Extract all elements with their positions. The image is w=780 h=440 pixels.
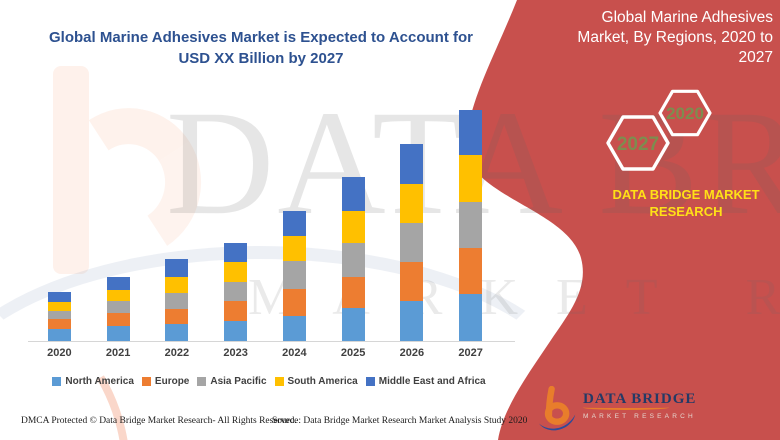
chart-title: Global Marine Adhesives Market is Expect… bbox=[45, 27, 477, 69]
segment-2024-europe bbox=[282, 288, 306, 316]
x-axis-line bbox=[28, 341, 515, 342]
segment-2024-north-america bbox=[282, 316, 306, 341]
right-panel-title: Global Marine Adhesives Market, By Region… bbox=[575, 8, 773, 68]
databridge-logo: DATA BRIDGE MARKET RESEARCH bbox=[538, 386, 696, 432]
bar-2027 bbox=[459, 110, 483, 341]
bar-2023 bbox=[224, 243, 248, 341]
bar-2025 bbox=[341, 177, 365, 341]
segment-2027-north-america bbox=[459, 293, 483, 341]
legend-item-europe: Europe bbox=[141, 376, 190, 387]
legend-swatch-asia-pacific bbox=[197, 377, 207, 386]
legend-item-south-america: South America bbox=[274, 376, 358, 387]
x-tick-2027: 2027 bbox=[458, 347, 483, 359]
bar-2024 bbox=[282, 211, 306, 341]
segment-2026-north-america bbox=[400, 301, 424, 341]
x-axis-labels: 2020 2021 2022 2023 2024 2025 2026 2027 bbox=[30, 347, 500, 359]
segment-2026-asia-pacific bbox=[400, 223, 424, 262]
bar-2026 bbox=[400, 144, 424, 341]
legend-swatch-north-america bbox=[52, 377, 62, 386]
bar-2021 bbox=[106, 276, 130, 341]
segment-2020-europe bbox=[47, 319, 71, 329]
legend-item-north-america: North America bbox=[52, 376, 134, 387]
segment-2025-middle-east-and-africa bbox=[341, 177, 365, 212]
segment-2025-europe bbox=[341, 277, 365, 308]
legend-label-asia-pacific: Asia Pacific bbox=[210, 376, 267, 387]
legend-item-asia-pacific: Asia Pacific bbox=[197, 376, 267, 387]
segment-2024-south-america bbox=[282, 236, 306, 262]
footer-source-text: Source: Data Bridge Market Research Mark… bbox=[272, 416, 528, 426]
segment-2024-middle-east-and-africa bbox=[282, 211, 306, 237]
legend-label-north-america: North America bbox=[65, 376, 134, 387]
legend-label-south-america: South America bbox=[287, 376, 358, 387]
right-panel-title-line: Market, By Regions, 2020 to bbox=[577, 29, 773, 46]
hexagon-2027 bbox=[606, 115, 670, 171]
bar-2020 bbox=[47, 292, 71, 341]
segment-2020-south-america bbox=[47, 302, 71, 311]
segment-2025-asia-pacific bbox=[341, 242, 365, 278]
chart-title-line: Global Marine Adhesives Market is Expect… bbox=[49, 29, 473, 46]
chart-title-line: USD XX Billion by 2027 bbox=[178, 50, 344, 67]
legend-label-europe: Europe bbox=[154, 376, 190, 387]
hexagon-year-badges: 2027 2020 bbox=[606, 89, 712, 171]
segment-2023-north-america bbox=[224, 320, 248, 341]
segment-2023-europe bbox=[224, 300, 248, 321]
hexagon-2027-label: 2027 bbox=[617, 134, 659, 155]
segment-2027-asia-pacific bbox=[459, 202, 483, 248]
x-tick-2020: 2020 bbox=[47, 347, 72, 359]
x-tick-2026: 2026 bbox=[399, 347, 425, 359]
segment-2023-middle-east-and-africa bbox=[224, 243, 248, 263]
segment-2026-middle-east-and-africa bbox=[400, 144, 424, 184]
segment-2023-south-america bbox=[224, 262, 248, 282]
segment-2022-europe bbox=[165, 309, 189, 325]
segment-2020-middle-east-and-africa bbox=[47, 292, 71, 303]
segment-2023-asia-pacific bbox=[224, 281, 248, 301]
legend-swatch-europe bbox=[141, 377, 151, 386]
hexagon-2020-label: 2020 bbox=[666, 104, 704, 123]
segment-2022-asia-pacific bbox=[165, 293, 189, 310]
right-panel-title-line: Global Marine Adhesives bbox=[601, 9, 773, 26]
segment-2021-asia-pacific bbox=[106, 300, 130, 314]
segment-2027-south-america bbox=[459, 155, 483, 203]
segment-2022-north-america bbox=[165, 324, 189, 341]
segment-2021-middle-east-and-africa bbox=[106, 276, 130, 291]
segment-2025-north-america bbox=[341, 307, 365, 341]
segment-2021-south-america bbox=[106, 290, 130, 301]
segment-2022-middle-east-and-africa bbox=[165, 259, 189, 277]
right-panel-title-line: 2027 bbox=[738, 49, 773, 66]
hexagon-2020 bbox=[658, 89, 712, 137]
segment-2027-europe bbox=[459, 247, 483, 294]
plot-area bbox=[30, 109, 500, 341]
segment-2026-south-america bbox=[400, 183, 424, 224]
legend-item-middle-east-and-africa: Middle East and Africa bbox=[365, 376, 486, 387]
logo-underline bbox=[583, 405, 669, 410]
logo-subtitle: MARKET RESEARCH bbox=[583, 413, 696, 420]
x-tick-2023: 2023 bbox=[223, 347, 248, 359]
segment-2024-asia-pacific bbox=[282, 261, 306, 289]
x-tick-2021: 2021 bbox=[105, 347, 131, 359]
segment-2027-middle-east-and-africa bbox=[459, 110, 483, 156]
legend: North America Europe Asia Pacific South Ame… bbox=[30, 376, 508, 387]
segment-2026-europe bbox=[400, 262, 424, 301]
logo-name: DATA BRIDGE bbox=[583, 391, 697, 407]
legend-swatch-south-america bbox=[274, 377, 284, 386]
segment-2025-south-america bbox=[341, 211, 365, 243]
segment-2020-north-america bbox=[47, 328, 71, 341]
x-tick-2025: 2025 bbox=[340, 347, 366, 359]
segment-2022-south-america bbox=[165, 276, 189, 294]
brand-tagline: DATA BRIDGE MARKET RESEARCH bbox=[612, 187, 760, 219]
segment-2021-europe bbox=[106, 313, 130, 326]
databridge-logo-icon bbox=[538, 386, 576, 431]
x-tick-2022: 2022 bbox=[164, 347, 190, 359]
legend-label-middle-east-and-africa: Middle East and Africa bbox=[378, 376, 486, 387]
legend-swatch-middle-east-and-africa bbox=[365, 377, 375, 386]
segment-2021-north-america bbox=[106, 326, 130, 341]
segment-2020-asia-pacific bbox=[47, 310, 71, 320]
bar-2022 bbox=[165, 259, 189, 341]
footer-dmca-text: DMCA Protected © Data Bridge Market Rese… bbox=[21, 416, 297, 426]
logo-text-block: DATA BRIDGE MARKET RESEARCH bbox=[583, 386, 696, 420]
x-tick-2024: 2024 bbox=[282, 347, 307, 359]
